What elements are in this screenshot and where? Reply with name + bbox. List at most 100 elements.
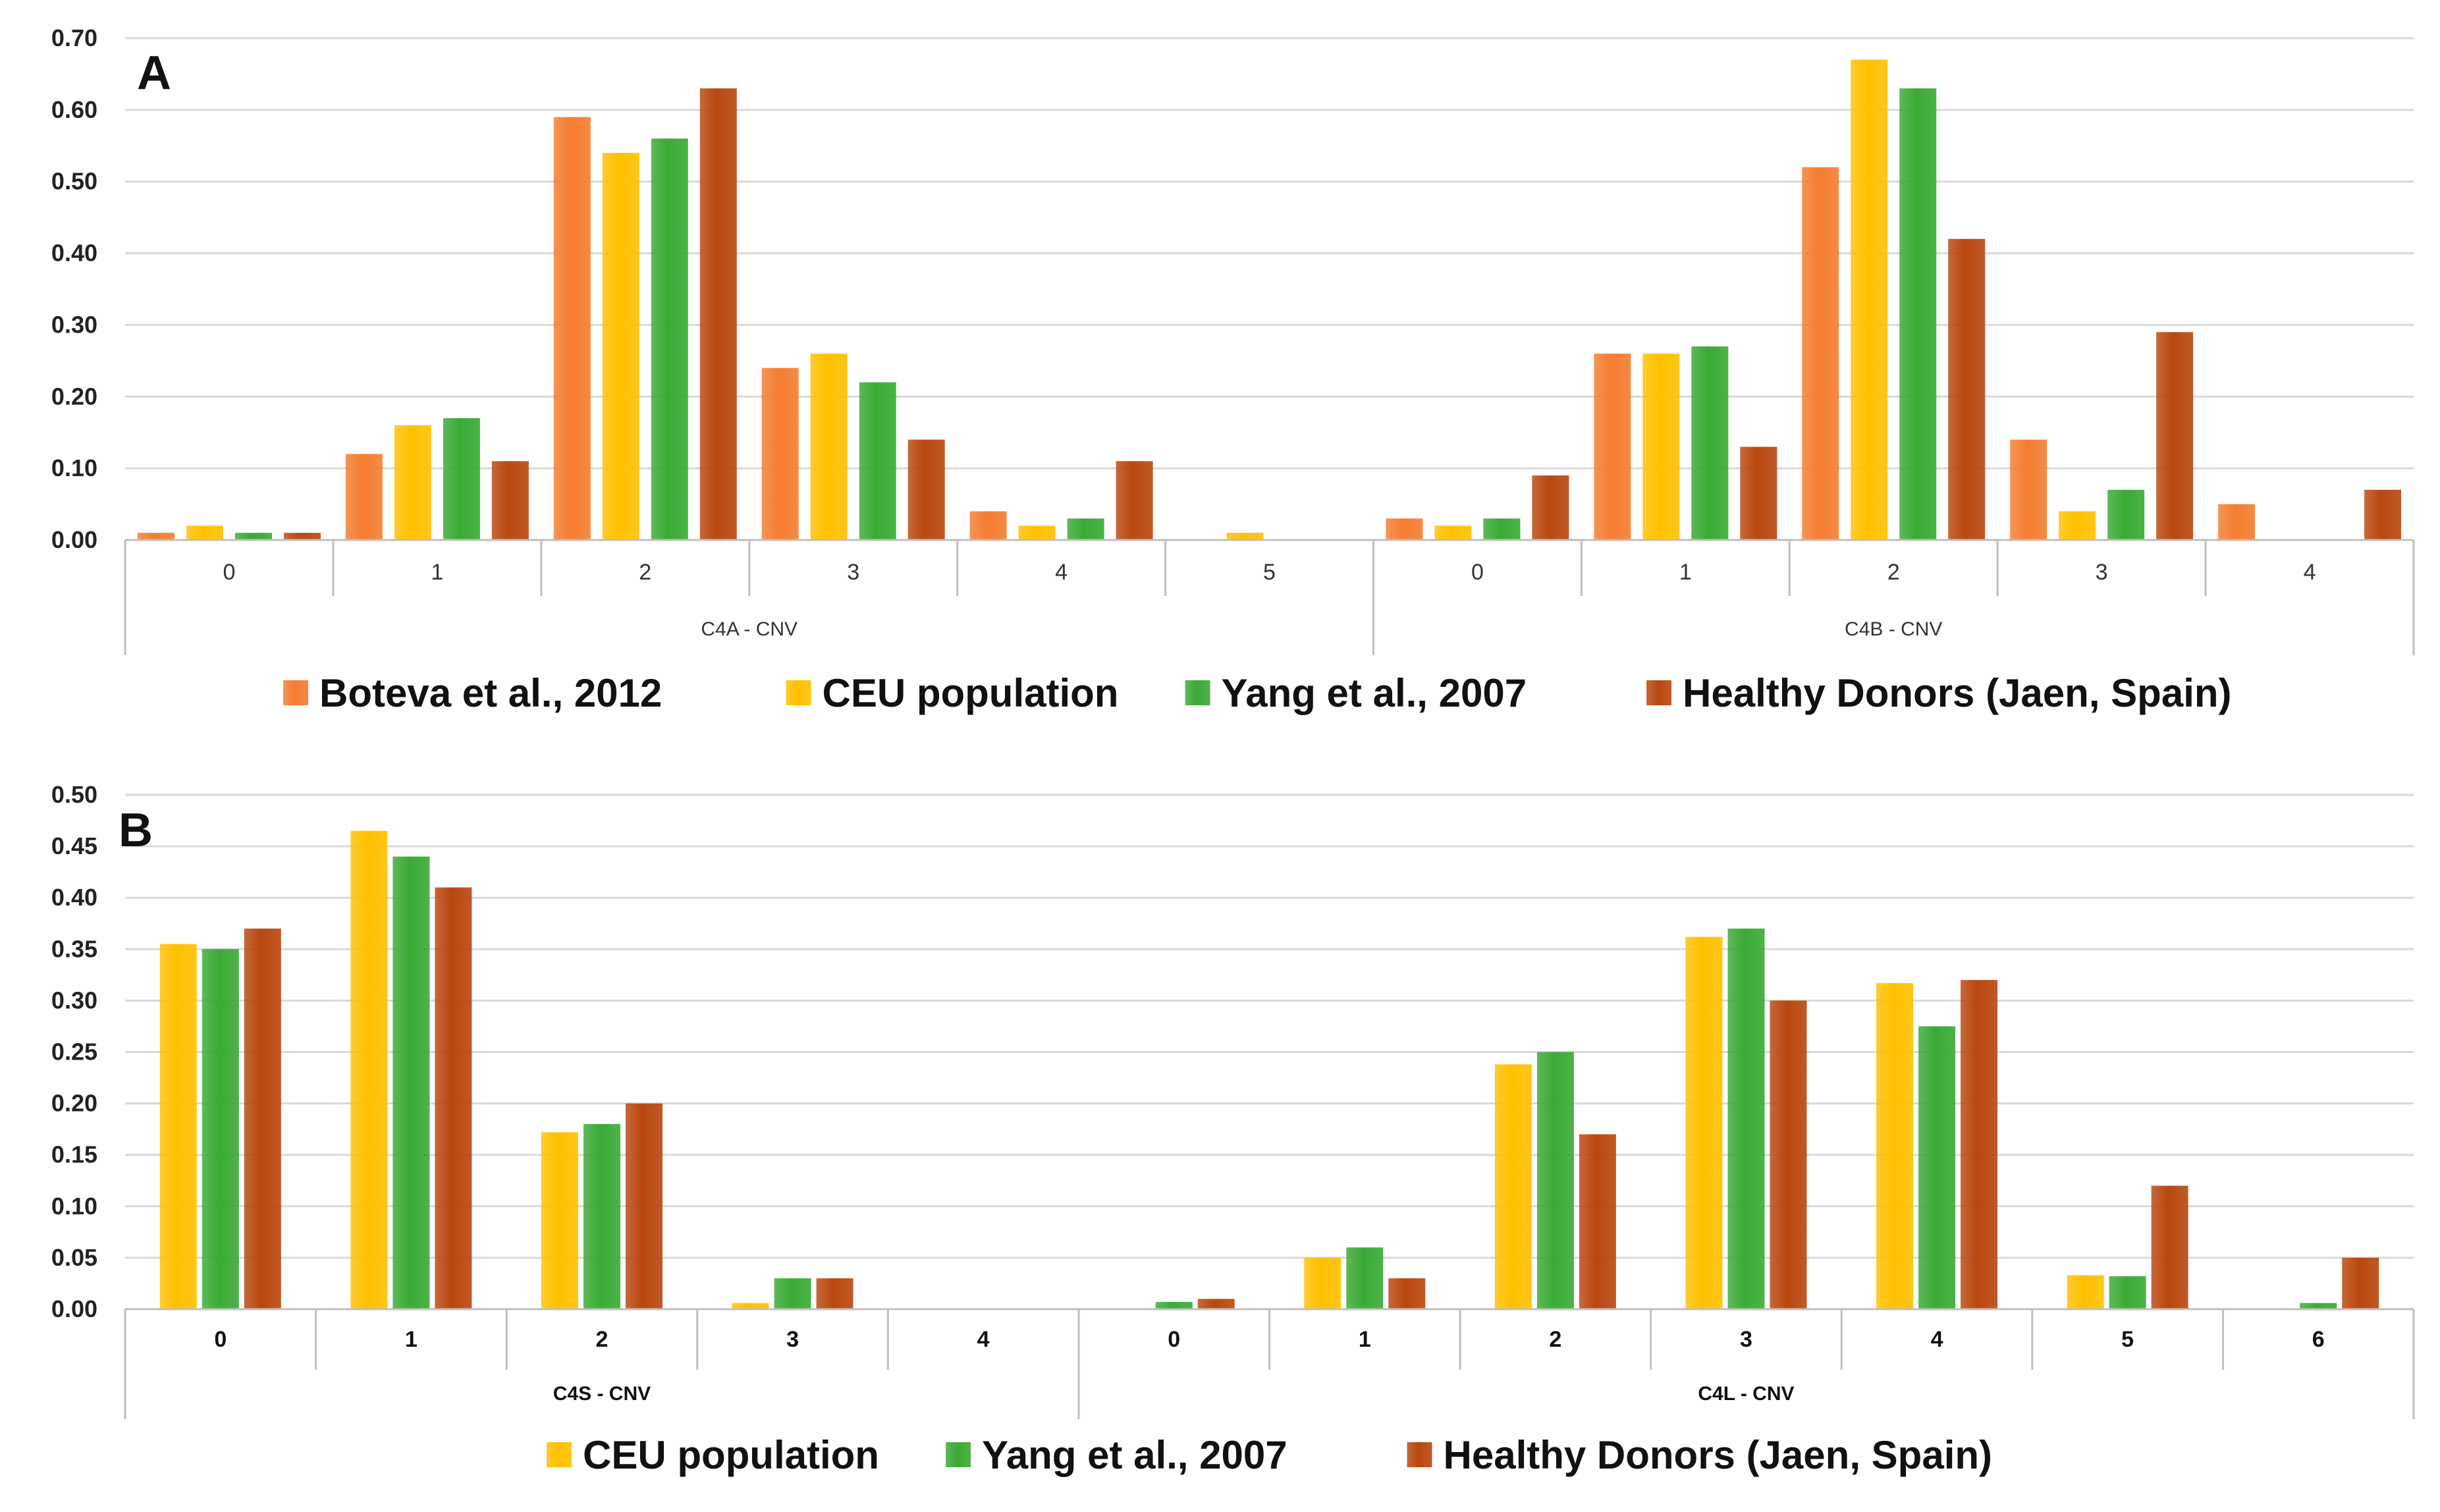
bar[interactable] bbox=[969, 511, 1007, 540]
x-tick-label: 0 bbox=[223, 560, 235, 585]
bar[interactable] bbox=[908, 439, 945, 540]
bar[interactable] bbox=[1532, 475, 1569, 540]
x-tick-label: 2 bbox=[1887, 560, 1900, 585]
x-tick-label: 4 bbox=[1931, 1327, 1943, 1352]
legend-swatch bbox=[547, 1442, 572, 1467]
x-tick-label: 1 bbox=[431, 560, 443, 585]
y-tick-label: 0.30 bbox=[51, 311, 97, 338]
bar[interactable] bbox=[1388, 1278, 1426, 1309]
bar[interactable] bbox=[1018, 526, 1056, 540]
x-tick-label: 4 bbox=[1055, 560, 1068, 585]
bar[interactable] bbox=[2067, 1275, 2104, 1309]
x-tick-label: 2 bbox=[1549, 1327, 1561, 1352]
legend: CEU population Yang et al., 2007 Healthy D… bbox=[547, 1433, 1992, 1477]
x-tick-label: 0 bbox=[1471, 560, 1484, 585]
bar[interactable] bbox=[1899, 88, 1937, 540]
y-tick-label: 0.40 bbox=[51, 240, 97, 267]
bar[interactable] bbox=[1948, 238, 1986, 540]
bar[interactable] bbox=[283, 533, 321, 540]
bar[interactable] bbox=[2059, 511, 2096, 540]
bar[interactable] bbox=[2107, 489, 2145, 540]
y-tick-label: 0.30 bbox=[51, 986, 97, 1013]
bar[interactable] bbox=[1770, 1000, 1807, 1309]
bar[interactable] bbox=[1594, 353, 1631, 540]
bar[interactable] bbox=[1918, 1026, 1956, 1309]
bar[interactable] bbox=[2300, 1303, 2337, 1309]
bar[interactable] bbox=[1536, 1052, 1574, 1310]
bar[interactable] bbox=[1685, 936, 1723, 1309]
bar[interactable] bbox=[1197, 1299, 1235, 1309]
bar[interactable] bbox=[1116, 461, 1153, 540]
legend-label: Yang et al., 2007 bbox=[1222, 671, 1527, 715]
bar[interactable] bbox=[810, 353, 848, 540]
bar[interactable] bbox=[350, 830, 388, 1309]
bar[interactable] bbox=[137, 533, 175, 540]
bar[interactable] bbox=[602, 153, 639, 540]
bar[interactable] bbox=[1642, 353, 1680, 540]
bar[interactable] bbox=[1304, 1257, 1342, 1309]
bar[interactable] bbox=[2218, 504, 2256, 540]
bar[interactable] bbox=[1494, 1064, 1532, 1309]
legend-label: Boteva et al., 2012 bbox=[319, 671, 662, 715]
bar[interactable] bbox=[1727, 929, 1765, 1309]
bar[interactable] bbox=[774, 1278, 811, 1309]
bar[interactable] bbox=[761, 367, 799, 540]
bar[interactable] bbox=[625, 1103, 663, 1309]
bar[interactable] bbox=[491, 461, 529, 540]
bar[interactable] bbox=[159, 944, 197, 1309]
y-tick-label: 0.10 bbox=[51, 1193, 97, 1220]
legend-label: Healthy Donors (Jaen, Spain) bbox=[1683, 671, 2232, 715]
bar[interactable] bbox=[1740, 446, 1777, 540]
bar[interactable] bbox=[2364, 489, 2402, 540]
bar[interactable] bbox=[859, 382, 896, 540]
bar[interactable] bbox=[435, 887, 472, 1309]
bar[interactable] bbox=[1434, 526, 1472, 540]
bar[interactable] bbox=[1802, 167, 1839, 540]
bar[interactable] bbox=[699, 88, 737, 540]
y-tick-label: 0.50 bbox=[51, 168, 97, 195]
bar[interactable] bbox=[1155, 1302, 1193, 1309]
bar[interactable] bbox=[394, 425, 431, 540]
bar[interactable] bbox=[2156, 332, 2194, 540]
y-tick-label: 0.20 bbox=[51, 1090, 97, 1117]
bar[interactable] bbox=[1691, 346, 1729, 540]
bar[interactable] bbox=[2010, 439, 2047, 540]
x-tick-label: 4 bbox=[977, 1327, 990, 1352]
bar[interactable] bbox=[1067, 518, 1104, 540]
y-tick-label: 0.00 bbox=[51, 526, 97, 553]
bar[interactable] bbox=[2342, 1257, 2379, 1309]
bar[interactable] bbox=[443, 418, 480, 540]
bar[interactable] bbox=[202, 949, 239, 1309]
y-tick-label: 0.20 bbox=[51, 383, 97, 410]
group-label: C4S - CNV bbox=[553, 1383, 651, 1405]
bar[interactable] bbox=[651, 138, 688, 540]
bar[interactable] bbox=[393, 856, 430, 1309]
x-tick-label: 3 bbox=[1740, 1327, 1752, 1352]
bar[interactable] bbox=[186, 526, 223, 540]
panel-label: B bbox=[119, 804, 153, 857]
bar[interactable] bbox=[1346, 1247, 1384, 1309]
bar[interactable] bbox=[1579, 1134, 1616, 1309]
bar[interactable] bbox=[732, 1303, 769, 1309]
bar[interactable] bbox=[1386, 518, 1423, 540]
bar[interactable] bbox=[1226, 533, 1264, 540]
bar[interactable] bbox=[2151, 1185, 2188, 1309]
panel-a: 0.00 0.10 0.20 0.30 0.40 0.50 0.60 0.70 A 0 1 2 3 4 5 C… bbox=[51, 24, 2415, 715]
bar[interactable] bbox=[541, 1132, 578, 1309]
bar[interactable] bbox=[244, 929, 281, 1309]
bar[interactable] bbox=[234, 533, 272, 540]
bar[interactable] bbox=[1851, 59, 1888, 540]
bar[interactable] bbox=[553, 117, 591, 540]
x-tick-label: 5 bbox=[2121, 1327, 2134, 1352]
bar[interactable] bbox=[345, 454, 383, 540]
bar[interactable] bbox=[2109, 1276, 2146, 1309]
x-tick-label: 0 bbox=[1168, 1327, 1180, 1352]
bar[interactable] bbox=[816, 1278, 854, 1309]
bar[interactable] bbox=[1961, 980, 1998, 1309]
bar[interactable] bbox=[583, 1123, 620, 1309]
bar[interactable] bbox=[1483, 518, 1521, 540]
legend-label: Yang et al., 2007 bbox=[982, 1433, 1288, 1477]
bar[interactable] bbox=[1876, 983, 1914, 1309]
legend-label: CEU population bbox=[823, 671, 1119, 715]
